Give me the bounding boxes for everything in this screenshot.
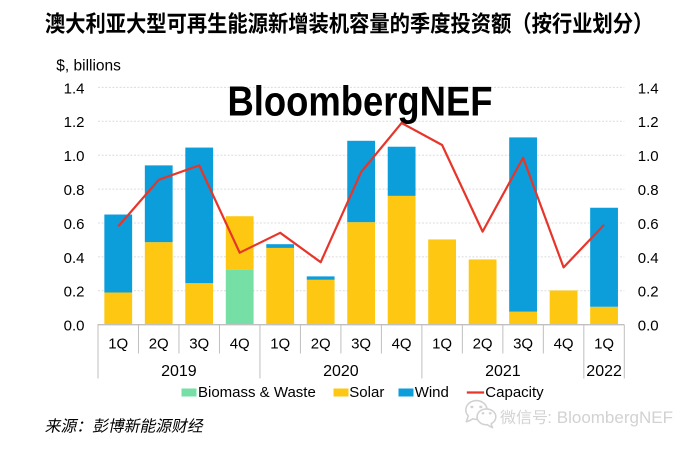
svg-text:: BloombergNEF: : BloombergNEF [547, 408, 673, 427]
svg-text:0.0: 0.0 [638, 318, 659, 335]
svg-text:Capacity: Capacity [485, 384, 544, 401]
svg-text:1.2: 1.2 [638, 114, 659, 131]
svg-text:3Q: 3Q [351, 336, 371, 353]
svg-text:1Q: 1Q [108, 336, 128, 353]
svg-text:0.0: 0.0 [64, 318, 85, 335]
svg-text:2021: 2021 [485, 363, 521, 380]
svg-text:2020: 2020 [323, 363, 359, 380]
svg-text:0.6: 0.6 [64, 216, 85, 233]
svg-text:BloombergNEF: BloombergNEF [228, 78, 493, 125]
svg-text:1Q: 1Q [594, 336, 614, 353]
svg-text:Biomass & Waste: Biomass & Waste [198, 384, 316, 401]
svg-text:$, billions: $, billions [56, 58, 121, 75]
svg-text:0.4: 0.4 [64, 250, 85, 267]
svg-text:3Q: 3Q [513, 336, 533, 353]
svg-text:2Q: 2Q [311, 336, 331, 353]
svg-text:2019: 2019 [161, 363, 197, 380]
svg-text:1Q: 1Q [270, 336, 290, 353]
svg-text:1.4: 1.4 [64, 80, 85, 97]
svg-text:2Q: 2Q [149, 336, 169, 353]
svg-text:1.4: 1.4 [638, 80, 659, 97]
svg-text:4Q: 4Q [392, 336, 412, 353]
svg-text:1.2: 1.2 [64, 114, 85, 131]
svg-text:0.4: 0.4 [638, 250, 659, 267]
svg-text:3Q: 3Q [189, 336, 209, 353]
svg-text:1.0: 1.0 [638, 148, 659, 165]
svg-text:0.6: 0.6 [638, 216, 659, 233]
svg-text:0.2: 0.2 [638, 284, 659, 301]
svg-text:1.0: 1.0 [64, 148, 85, 165]
svg-text:0.2: 0.2 [64, 284, 85, 301]
svg-text:1Q: 1Q [432, 336, 452, 353]
svg-text:Wind: Wind [415, 384, 449, 401]
svg-text:2022: 2022 [586, 363, 622, 380]
svg-text:0.8: 0.8 [64, 182, 85, 199]
svg-text:4Q: 4Q [230, 336, 250, 353]
svg-text:2Q: 2Q [473, 336, 493, 353]
svg-text:0.8: 0.8 [638, 182, 659, 199]
svg-text:Solar: Solar [349, 384, 384, 401]
svg-text:4Q: 4Q [554, 336, 574, 353]
